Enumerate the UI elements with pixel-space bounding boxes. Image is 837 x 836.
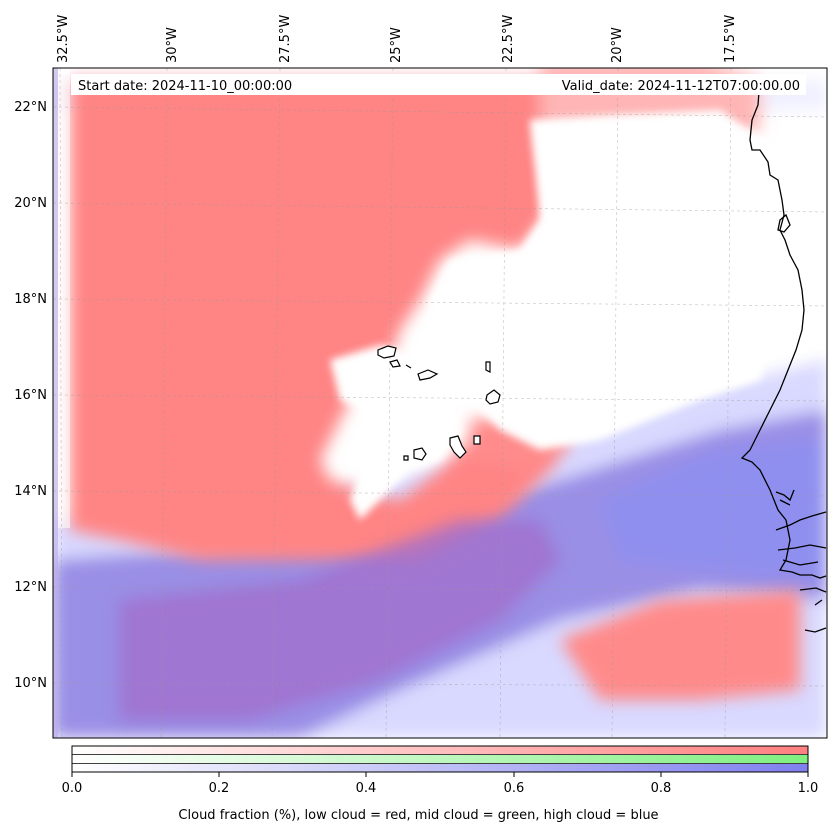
lat-label: 18°N — [14, 292, 47, 307]
map-frame — [52, 67, 828, 739]
colorbar-tick: 0.4 — [356, 781, 377, 796]
lon-label: 27.5°W — [278, 15, 293, 63]
header-box — [71, 74, 806, 95]
lon-label: 32.5°W — [56, 15, 71, 63]
colorbar-low — [72, 746, 808, 754]
colorbar-tick: 0.6 — [504, 781, 525, 796]
coastline — [740, 77, 827, 633]
lon-label: 20°W — [610, 27, 625, 63]
lon-label: 25°W — [389, 27, 404, 63]
mixed-cloud-layer — [120, 520, 560, 720]
graticule — [53, 68, 827, 738]
start-date: Start date: 2024-11-10_00:00:00 — [78, 79, 292, 94]
valid-date: Valid_date: 2024-11-12T07:00:00.00 — [562, 79, 800, 94]
colorbar-tick: 0.0 — [62, 781, 83, 796]
lat-label: 10°N — [14, 676, 47, 691]
lat-label: 14°N — [14, 484, 47, 499]
lat-label: 22°N — [14, 100, 47, 115]
colorbar: 0.0 0.2 0.4 0.6 0.8 1.0 — [62, 745, 819, 796]
longitude-labels: 32.5°W 30°W 27.5°W 25°W 22.5°W 20°W 17.5… — [56, 15, 738, 63]
lat-label: 12°N — [14, 580, 47, 595]
cloud-field — [53, 68, 827, 738]
colorbar-tick: 0.2 — [209, 781, 230, 796]
colorbar-tick: 1.0 — [798, 781, 819, 796]
edge-band — [58, 68, 70, 528]
colorbar-high — [72, 764, 808, 772]
lon-label: 17.5°W — [723, 15, 738, 63]
lat-label: 16°N — [14, 388, 47, 403]
lat-label: 20°N — [14, 196, 47, 211]
colorbar-frame — [71, 745, 809, 773]
colorbar-caption: Cloud fraction (%), low cloud = red, mid… — [178, 808, 659, 823]
colorbar-mid — [72, 755, 808, 763]
latitude-labels: 22°N 20°N 18°N 16°N 14°N 12°N 10°N — [14, 100, 47, 691]
colorbar-tick: 0.8 — [651, 781, 672, 796]
lon-label: 22.5°W — [501, 15, 516, 63]
clear-sky-areas — [330, 110, 800, 520]
cape-verde-islands — [377, 345, 501, 461]
lon-label: 30°W — [165, 27, 180, 63]
edge-band — [53, 68, 58, 738]
